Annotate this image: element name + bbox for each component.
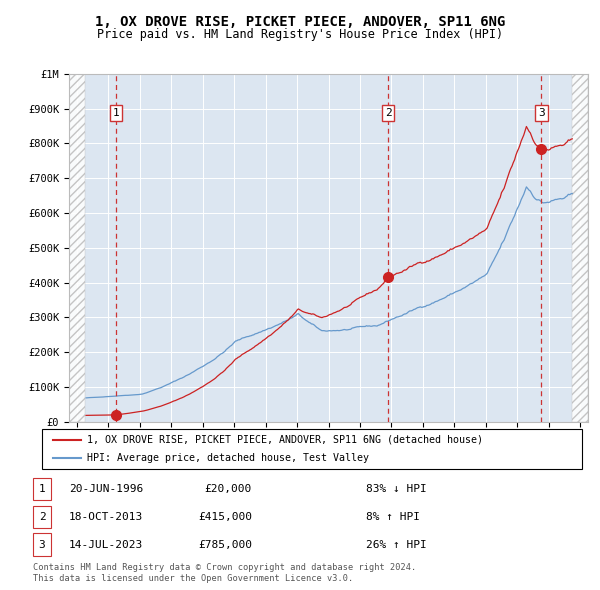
Text: 1: 1 — [112, 108, 119, 118]
Text: 18-OCT-2013: 18-OCT-2013 — [69, 512, 143, 522]
Text: 3: 3 — [38, 540, 46, 549]
Text: 20-JUN-1996: 20-JUN-1996 — [69, 484, 143, 494]
Text: Contains HM Land Registry data © Crown copyright and database right 2024.
This d: Contains HM Land Registry data © Crown c… — [33, 563, 416, 583]
Text: 2: 2 — [385, 108, 392, 118]
Text: 1: 1 — [38, 484, 46, 494]
Text: 83% ↓ HPI: 83% ↓ HPI — [366, 484, 427, 494]
Text: 3: 3 — [538, 108, 545, 118]
Text: 1, OX DROVE RISE, PICKET PIECE, ANDOVER, SP11 6NG: 1, OX DROVE RISE, PICKET PIECE, ANDOVER,… — [95, 15, 505, 29]
Text: Price paid vs. HM Land Registry's House Price Index (HPI): Price paid vs. HM Land Registry's House … — [97, 28, 503, 41]
Text: £20,000: £20,000 — [205, 484, 252, 494]
Text: HPI: Average price, detached house, Test Valley: HPI: Average price, detached house, Test… — [87, 453, 369, 463]
Text: 14-JUL-2023: 14-JUL-2023 — [69, 540, 143, 549]
Text: 1, OX DROVE RISE, PICKET PIECE, ANDOVER, SP11 6NG (detached house): 1, OX DROVE RISE, PICKET PIECE, ANDOVER,… — [87, 435, 483, 445]
Text: 26% ↑ HPI: 26% ↑ HPI — [366, 540, 427, 549]
Text: 8% ↑ HPI: 8% ↑ HPI — [366, 512, 420, 522]
Text: £415,000: £415,000 — [198, 512, 252, 522]
Text: 2: 2 — [38, 512, 46, 522]
Text: £785,000: £785,000 — [198, 540, 252, 549]
